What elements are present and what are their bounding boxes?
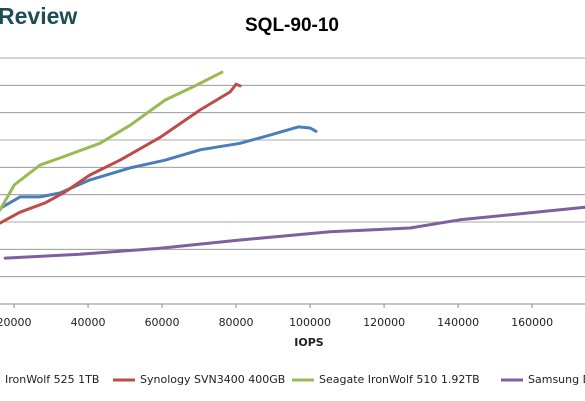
- x-tick-label: 100000: [289, 316, 331, 329]
- x-tick-label: 60000: [145, 316, 180, 329]
- legend-label: IronWolf 525 1TB: [5, 373, 99, 386]
- legend-label: Synology SVN3400 400GB: [140, 373, 285, 386]
- legend-label: Seagate IronWolf 510 1.92TB: [319, 373, 480, 386]
- chart-title: SQL-90-10: [245, 15, 339, 36]
- x-tick-label: 140000: [437, 316, 479, 329]
- series-line: [0, 125, 318, 209]
- x-tick-label: 20000: [0, 316, 32, 329]
- brand-logo: Review: [0, 3, 77, 29]
- series-line: [0, 82, 242, 225]
- legend-label: Samsung D: [528, 373, 585, 386]
- series-line: [3, 205, 585, 260]
- x-tick-label: 160000: [511, 316, 553, 329]
- x-tick-label: 80000: [219, 316, 254, 329]
- series-line: [0, 70, 224, 212]
- x-axis-title: IOPS: [294, 336, 324, 349]
- x-tick-label: 40000: [71, 316, 106, 329]
- x-tick-label: 120000: [363, 316, 405, 329]
